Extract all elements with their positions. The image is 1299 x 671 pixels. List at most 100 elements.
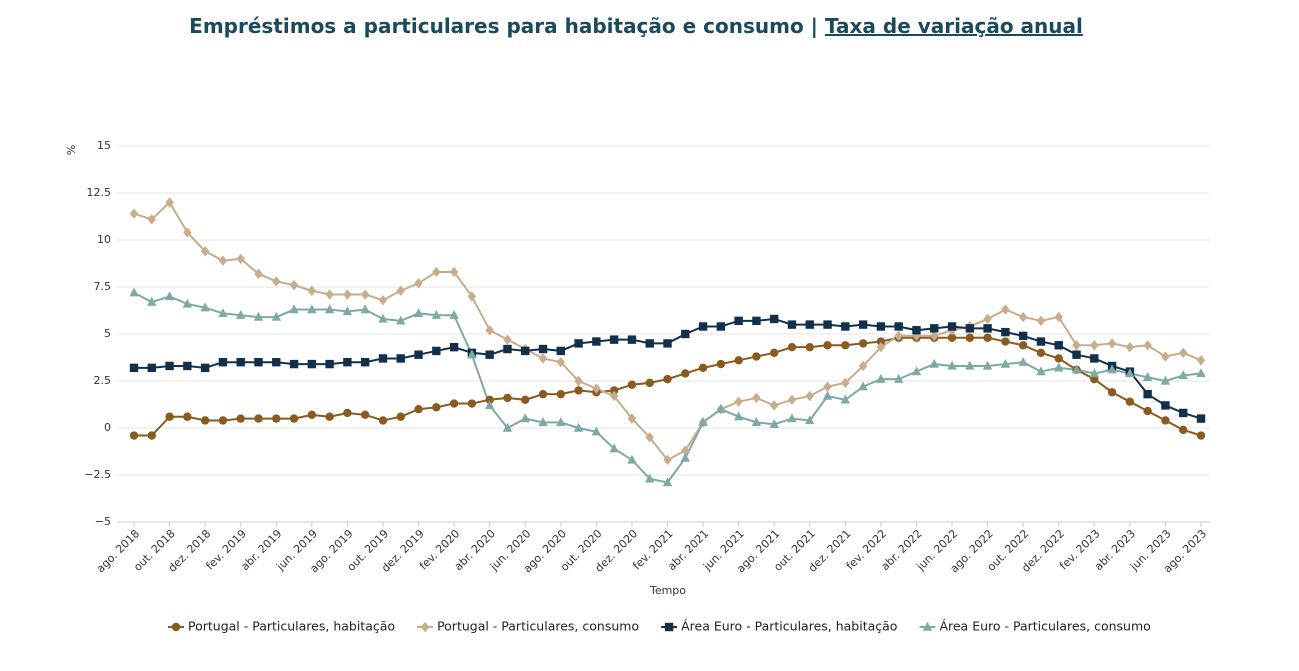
marker [1196, 414, 1206, 423]
marker [858, 381, 868, 391]
marker [573, 422, 584, 432]
chart-title: Empréstimos a particulares para habitaçã… [189, 14, 804, 38]
marker [343, 358, 352, 367]
marker [1160, 375, 1171, 385]
marker [769, 419, 779, 428]
marker [805, 342, 814, 352]
marker [751, 417, 762, 427]
marker [1018, 311, 1028, 323]
marker [343, 289, 352, 300]
marker [521, 346, 530, 356]
marker [805, 415, 815, 425]
marker [894, 330, 903, 342]
marker [396, 412, 405, 421]
marker [503, 393, 512, 403]
marker [698, 363, 708, 373]
marker [787, 413, 797, 423]
marker [396, 315, 406, 325]
marker [663, 454, 672, 466]
marker [734, 356, 743, 365]
marker [574, 386, 583, 395]
marker [1196, 368, 1206, 378]
marker [823, 320, 832, 329]
marker [858, 339, 868, 348]
marker [218, 308, 228, 318]
marker [520, 413, 530, 423]
marker [823, 341, 832, 350]
marker [698, 322, 708, 331]
marker [698, 417, 708, 427]
marker [822, 390, 833, 400]
marker [876, 373, 886, 383]
marker [734, 316, 743, 326]
marker [1001, 327, 1010, 337]
marker [1036, 337, 1046, 346]
marker [218, 416, 228, 425]
legend-label: Portugal - Particulares, consumo [437, 619, 639, 634]
marker [307, 359, 317, 369]
legend-marker [664, 622, 674, 632]
marker [1125, 368, 1135, 378]
marker [1142, 372, 1153, 381]
marker [770, 314, 779, 324]
marker [236, 358, 245, 367]
marker [947, 360, 957, 370]
marker [591, 426, 602, 436]
marker [1036, 366, 1046, 376]
marker [343, 408, 352, 418]
marker [947, 322, 957, 331]
title-separator: | [811, 14, 818, 38]
marker [733, 411, 744, 421]
marker [752, 316, 761, 326]
marker [413, 308, 424, 318]
marker [236, 310, 246, 319]
marker [378, 313, 388, 323]
legend-item[interactable]: Portugal - Particulares, consumo [417, 619, 639, 634]
marker [272, 358, 281, 367]
marker [645, 473, 655, 483]
marker [662, 477, 673, 487]
marker [930, 330, 939, 342]
legend-item[interactable]: Área Euro - Particulares, consumo [919, 619, 1151, 634]
marker [502, 422, 513, 432]
marker [752, 392, 761, 404]
y-tick-label: −2.5 [84, 468, 111, 481]
marker [253, 311, 264, 321]
legend-item[interactable]: Portugal - Particulares, habitação [168, 619, 395, 634]
marker [1178, 370, 1188, 380]
marker [538, 344, 548, 354]
marker [930, 324, 939, 333]
marker [503, 344, 512, 354]
marker [663, 339, 672, 348]
marker [965, 333, 975, 342]
marker [164, 291, 175, 301]
marker [378, 294, 388, 306]
marker [681, 369, 690, 378]
marker [1196, 431, 1206, 440]
y-tick-label: 2.5 [94, 374, 112, 387]
marker [556, 417, 566, 427]
marker [200, 302, 210, 312]
marker [165, 197, 174, 208]
marker [716, 359, 726, 369]
marker [1036, 315, 1046, 327]
marker [165, 412, 174, 421]
legend: Portugal - Particulares, habitação Portug… [168, 619, 1151, 634]
marker [272, 414, 281, 423]
marker [485, 325, 494, 336]
marker [1143, 406, 1152, 416]
marker [894, 322, 903, 331]
marker [929, 358, 939, 368]
marker [912, 326, 921, 335]
marker [396, 354, 405, 363]
marker [1179, 408, 1188, 418]
marker [360, 304, 370, 314]
legend-item[interactable]: Área Euro - Particulares, habitação [661, 619, 897, 634]
marker [627, 335, 637, 344]
y-tick-label: 12.5 [87, 186, 112, 199]
marker [378, 416, 388, 425]
marker [129, 287, 139, 297]
marker [1018, 331, 1028, 341]
marker [1161, 351, 1170, 362]
title-link[interactable]: Taxa de variação anual [825, 14, 1083, 38]
